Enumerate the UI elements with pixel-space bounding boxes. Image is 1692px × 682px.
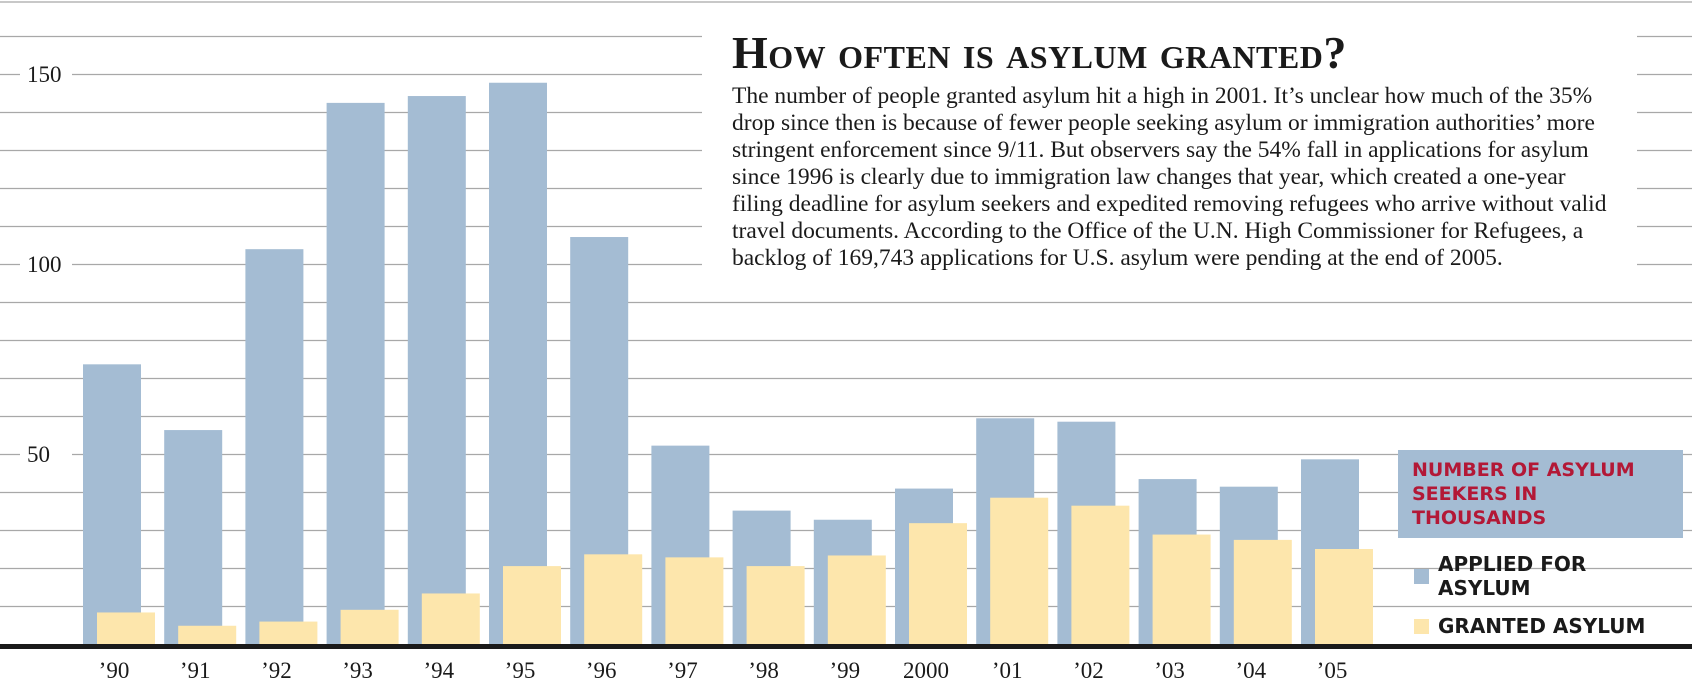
- bar-granted: [909, 523, 967, 644]
- title-block: How often is asylum granted? The number …: [702, 22, 1637, 282]
- bar-granted: [503, 566, 561, 644]
- y-tick-label-bg: [20, 440, 72, 468]
- bar-granted: [1315, 549, 1373, 644]
- bar-granted: [1233, 539, 1292, 644]
- bar-granted: [178, 625, 237, 644]
- x-tick-label: ’97: [667, 658, 698, 682]
- x-tick-label: ’99: [829, 658, 860, 682]
- y-tick-label: 150: [27, 62, 62, 87]
- x-tick-label: ’94: [423, 658, 454, 682]
- bar-granted: [827, 555, 886, 644]
- y-tick-label-bg: [20, 250, 72, 278]
- y-tick-label: 50: [27, 442, 50, 467]
- y-tick-label-bg: [20, 60, 72, 88]
- x-tick-label: ’04: [1235, 658, 1266, 682]
- x-tick-label: 2000: [903, 658, 949, 682]
- x-tick-label: ’95: [505, 658, 536, 682]
- bar-applied: [407, 96, 466, 645]
- y-tick-label: 100: [27, 252, 62, 277]
- x-tick-label: ’02: [1073, 658, 1104, 682]
- x-tick-label: ’93: [342, 658, 373, 682]
- bar-granted: [1071, 505, 1130, 644]
- x-tick-label: ’05: [1317, 658, 1348, 682]
- x-tick-label: ’98: [748, 658, 779, 682]
- bar-applied: [164, 430, 223, 644]
- bar-granted: [1152, 534, 1211, 644]
- x-tick-label: ’01: [992, 658, 1023, 682]
- bar-granted: [990, 497, 1049, 644]
- legend-label-applied: APPLIED FOR ASYLUM: [1438, 552, 1587, 600]
- x-tick-label: ’90: [99, 658, 130, 682]
- bar-applied: [83, 364, 141, 644]
- x-tick-label: ’91: [180, 658, 211, 682]
- bar-applied: [245, 249, 304, 644]
- legend-item-applied: APPLIED FOR ASYLUM: [1398, 552, 1683, 600]
- chart-title: How often is asylum granted?: [732, 27, 1347, 78]
- bar-granted: [421, 593, 480, 644]
- bar-granted: [665, 557, 724, 644]
- x-axis-labels: ’90 ’91 ’92 ’93 ’94 ’95 ’96 ’97 ’98 ’99 2000 ’01 ’02…: [99, 658, 1348, 682]
- bar-applied: [489, 82, 547, 645]
- bar-granted: [746, 566, 805, 644]
- bar-granted: [259, 621, 318, 644]
- legend-swatch-applied: [1414, 568, 1429, 584]
- legend-label-granted: GRANTED ASYLUM: [1438, 614, 1646, 638]
- x-tick-label: ’96: [586, 658, 617, 682]
- x-tick-label: ’03: [1154, 658, 1185, 682]
- x-tick-label: ’92: [261, 658, 292, 682]
- bars: [83, 82, 1373, 645]
- bar-applied: [326, 102, 385, 644]
- legend: NUMBER OF ASYLUM SEEKERS IN THOUSANDS AP…: [1398, 450, 1683, 638]
- bar-granted: [97, 612, 155, 644]
- y-axis-ticks: 50 100 150: [20, 60, 72, 468]
- legend-title: NUMBER OF ASYLUM SEEKERS IN THOUSANDS: [1398, 450, 1683, 538]
- bar-granted: [340, 609, 399, 644]
- chart-description: The number of people granted asylum hit …: [732, 82, 1607, 271]
- legend-item-granted: GRANTED ASYLUM: [1398, 614, 1683, 638]
- bar-granted: [584, 554, 643, 644]
- legend-swatch-granted: [1414, 618, 1429, 634]
